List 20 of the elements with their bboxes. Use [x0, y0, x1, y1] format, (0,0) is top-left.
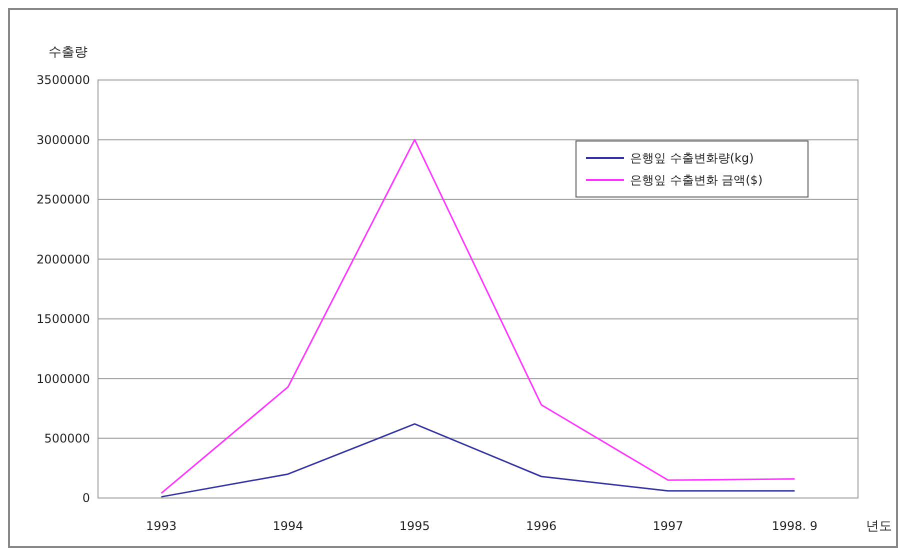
- y-tick-label: 1000000: [36, 372, 90, 386]
- legend-label: 은행잎 수출변화 금액($): [630, 173, 763, 188]
- y-tick-label: 500000: [44, 431, 90, 446]
- x-tick-label: 1995: [399, 519, 430, 533]
- y-tick-label: 2000000: [36, 252, 90, 266]
- y-axis-title: 수출량: [48, 45, 88, 60]
- x-tick-label: 1997: [652, 519, 684, 533]
- legend-label: 은행잎 수출변화량(kg): [630, 151, 754, 166]
- x-tick-label: 1998. 9: [772, 519, 818, 533]
- y-tick-label: 0: [82, 491, 90, 506]
- y-tick-label: 3500000: [36, 73, 90, 88]
- line-series: [160, 138, 796, 494]
- x-tick-label: 1996: [526, 519, 557, 533]
- line-series: [160, 423, 796, 498]
- y-tick-label: 1500000: [36, 312, 90, 326]
- x-tick-label: 1994: [272, 519, 304, 533]
- y-tick-label: 2500000: [36, 192, 90, 207]
- y-tick-label: 3000000: [36, 132, 90, 147]
- x-tick-label: 1993: [146, 519, 177, 533]
- x-axis-title: 년도: [866, 519, 892, 534]
